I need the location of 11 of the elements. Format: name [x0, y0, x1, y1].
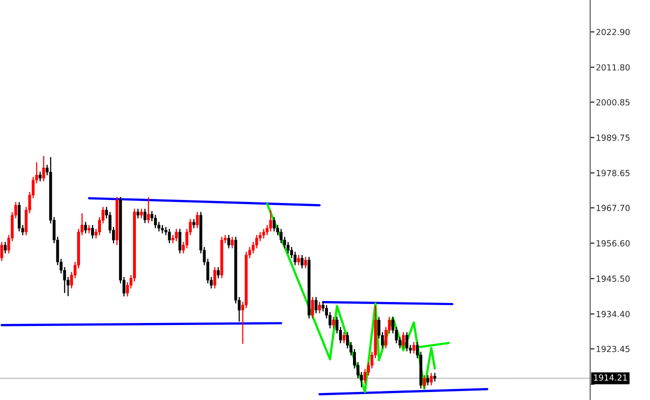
y-tick-label: 2011.80	[596, 64, 630, 71]
y-tick-label: 1967.70	[596, 204, 630, 212]
y-tick-label: 1956.60	[596, 240, 630, 246]
y-tick-label: 2022.90	[596, 28, 630, 36]
y-tick-label: 1978.65	[596, 170, 630, 176]
y-tick-label: 1989.75	[596, 134, 630, 141]
y-tick-label: 2000.85	[596, 99, 630, 106]
y-tick-label: 1945.50	[596, 276, 630, 282]
y-tick-label: 1934.40	[596, 310, 630, 318]
y-tick-label: 1923.45	[596, 346, 630, 352]
ref-line-label: 1914.21	[594, 374, 627, 381]
